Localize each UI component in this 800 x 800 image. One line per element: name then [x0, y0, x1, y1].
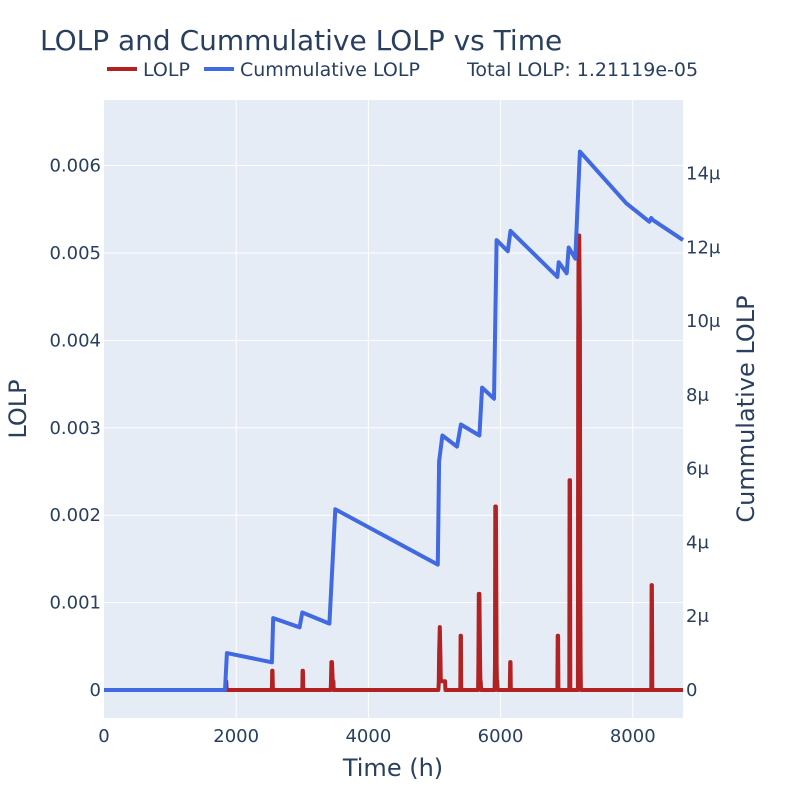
legend: LOLP Cummulative LOLP Total LOLP: 1.2111… [107, 59, 698, 81]
plot-background [104, 100, 683, 718]
total-lolp-annotation: Total LOLP: 1.21119e-05 [466, 59, 698, 81]
chart-title: LOLP and Cummulative LOLP vs Time [40, 24, 562, 57]
legend-label-lolp[interactable]: LOLP [143, 59, 190, 81]
cumulative-lolp-series-line [104, 149, 685, 692]
y-tick-label: 0.003 [49, 418, 101, 439]
y-tick-label: 0.001 [49, 593, 101, 614]
y-tick-label: 0 [90, 680, 101, 701]
series-layer [104, 149, 685, 692]
y2-axis-title: Cummulative LOLP [732, 295, 760, 522]
y2-tick-label: 4μ [686, 532, 709, 553]
x-tick-label: 6000 [478, 726, 524, 747]
y-tick-label: 0.006 [49, 156, 101, 177]
y2-tick-label: 0 [686, 680, 697, 701]
x-axis-title: Time (h) [342, 754, 443, 782]
y2-tick-label: 12μ [686, 237, 721, 258]
legend-label-cumulative[interactable]: Cummulative LOLP [240, 59, 420, 81]
y2-tick-label: 6μ [686, 459, 709, 480]
y-tick-label: 0.004 [49, 330, 101, 351]
y2-axis-ticks: 0 2μ 4μ 6μ 8μ 10μ 12μ 14μ [686, 164, 721, 701]
x-tick-label: 2000 [213, 726, 259, 747]
x-tick-label: 0 [98, 726, 109, 747]
x-axis-ticks: 0 2000 4000 6000 8000 [98, 726, 655, 747]
y2-tick-label: 14μ [686, 164, 721, 185]
y-axis-title: LOLP [4, 379, 32, 438]
y-tick-label: 0.005 [49, 243, 101, 264]
y-tick-label: 0.002 [49, 505, 101, 526]
x-tick-label: 8000 [610, 726, 656, 747]
x-tick-label: 4000 [345, 726, 391, 747]
y2-tick-label: 2μ [686, 606, 709, 627]
lolp-series-line [104, 233, 683, 692]
y-axis-ticks: 0 0.001 0.002 0.003 0.004 0.005 0.006 [49, 156, 101, 701]
y2-tick-label: 8μ [686, 385, 709, 406]
y2-tick-label: 10μ [686, 311, 721, 332]
